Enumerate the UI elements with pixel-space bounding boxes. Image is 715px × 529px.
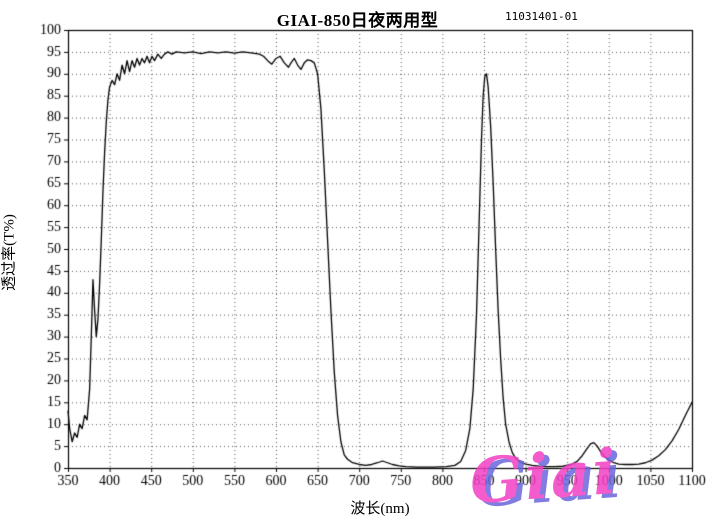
y-axis-label: 透过率(T%) (1, 214, 18, 291)
serial-number: 11031401-01 (503, 10, 580, 23)
x-axis-label: 波长(nm) (350, 501, 410, 517)
chart-title: GIAI-850日夜两用型 (276, 11, 439, 30)
